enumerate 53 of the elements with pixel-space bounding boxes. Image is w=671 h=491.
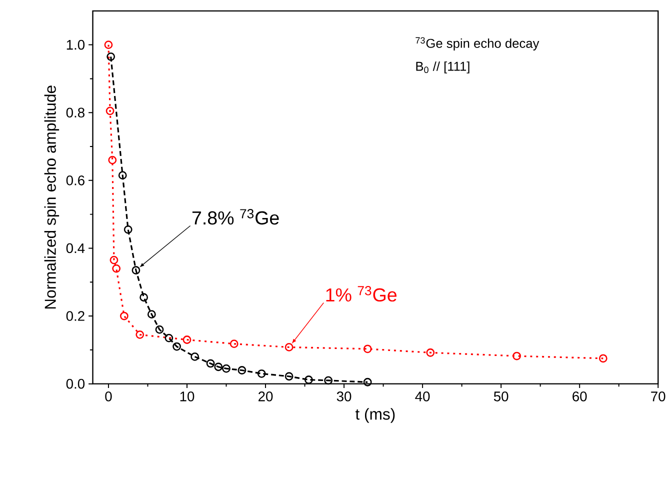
point — [147, 310, 156, 319]
annotation: 1% $^{73}$Ge — [326, 286, 397, 302]
point — [172, 342, 181, 351]
y-axis-title: Normalized spin echo amplitude — [44, 86, 60, 309]
x-tick-label: 20 — [258, 392, 273, 402]
y-tick-label: 0.8 — [66, 108, 84, 118]
point — [140, 293, 148, 302]
annotation: 7.8% $^{73}$Ge — [192, 209, 279, 225]
point — [230, 340, 238, 348]
x-tick-label: 50 — [494, 392, 508, 402]
point — [136, 330, 144, 339]
point — [124, 225, 132, 234]
point — [304, 376, 313, 384]
point — [106, 52, 116, 61]
y-tick-label: 0.4 — [66, 243, 85, 254]
point — [512, 352, 521, 360]
point — [284, 372, 294, 381]
y-tick-label: 0.2 — [66, 311, 84, 321]
x-tick-label: 60 — [572, 392, 587, 402]
point — [118, 171, 127, 180]
point — [120, 312, 128, 320]
point — [324, 376, 333, 385]
y-tick-label: 0.6 — [66, 176, 84, 186]
x-tick-label: 30 — [336, 392, 352, 402]
point — [104, 40, 113, 50]
point — [110, 256, 118, 264]
x-tick-label: 40 — [415, 392, 430, 402]
point — [182, 336, 192, 344]
point — [222, 364, 230, 373]
point — [106, 106, 114, 116]
y-tick-label: 0.0 — [66, 378, 85, 389]
point — [132, 266, 140, 274]
annotation: $^{73}$Ge spin echo decay — [416, 37, 540, 50]
point — [257, 369, 266, 378]
point — [238, 366, 246, 374]
point — [112, 264, 121, 273]
x-tick-label: 0 — [105, 392, 112, 402]
point — [363, 378, 372, 386]
point — [284, 343, 294, 352]
point — [164, 334, 174, 342]
point — [426, 348, 435, 357]
y-tick-label: 1.0 — [66, 40, 85, 50]
annotation: B$_{0}$ // [111] — [416, 61, 470, 74]
point — [190, 352, 200, 361]
point — [214, 362, 223, 372]
x-axis-title: t (ms) — [355, 408, 395, 423]
x-tick-label: 70 — [651, 392, 666, 402]
point — [363, 344, 372, 354]
x-tick-label: 10 — [180, 392, 194, 402]
point — [598, 354, 608, 363]
point — [155, 325, 164, 334]
point — [108, 156, 117, 164]
point — [206, 359, 215, 368]
